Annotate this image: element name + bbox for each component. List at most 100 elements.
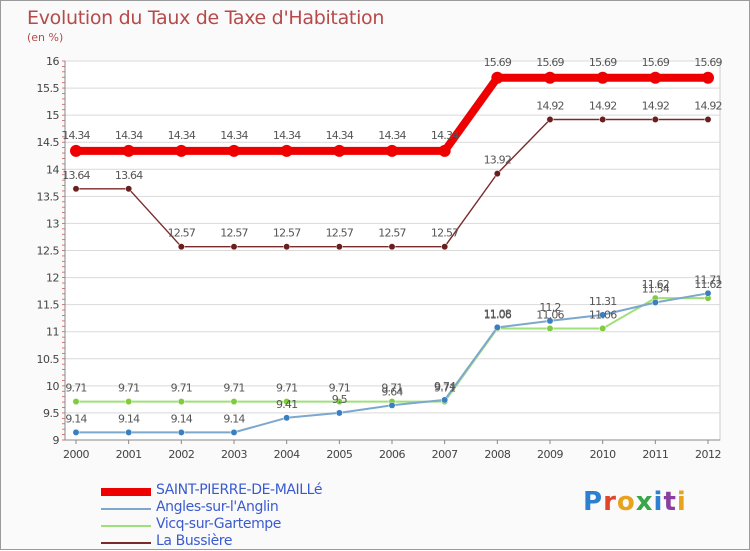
y-tick-label: 15.5 — [37, 82, 60, 95]
data-label: 9.71 — [118, 382, 139, 395]
data-point — [388, 401, 396, 409]
logo-letter: i — [676, 487, 687, 517]
data-label: 9.71 — [329, 382, 350, 395]
legend-swatch — [101, 542, 151, 544]
data-label: 14.34 — [168, 129, 196, 142]
data-point — [72, 428, 80, 436]
legend-label: Angles-sur-l'Anglin — [156, 499, 279, 515]
line-chart: 9 9.5 10 10.5 11 11.5 12 12.5 13 13.5 14 14.5 15 15.5… — [37, 55, 724, 461]
logo-letter: P — [583, 487, 604, 517]
data-label: 11.62 — [694, 278, 722, 291]
y-tick-label: 9.5 — [43, 407, 59, 420]
data-point — [125, 398, 133, 406]
data-label: 14.34 — [378, 129, 406, 142]
data-label: 13.92 — [484, 154, 512, 167]
data-point — [599, 116, 607, 123]
chart-title: Evolution du Taux de Taxe d'Habitation — [27, 7, 385, 29]
data-point — [125, 428, 133, 436]
data-label: 9.14 — [118, 412, 140, 425]
data-point — [704, 289, 712, 297]
data-point — [280, 144, 293, 157]
data-point — [386, 144, 398, 157]
logo-letter: r — [603, 487, 617, 517]
x-tick-label: 2003 — [221, 448, 247, 461]
data-label: 9.71 — [65, 382, 86, 395]
data-point — [70, 144, 82, 157]
data-point — [283, 398, 291, 406]
y-tick-label: 13 — [46, 217, 59, 230]
legend-label: La Bussière — [156, 533, 233, 549]
data-label: 11.08 — [484, 307, 512, 320]
logo-letter: t — [663, 487, 677, 517]
x-tick-label: 2012 — [695, 448, 721, 461]
logo-letter: o — [616, 487, 636, 517]
x-tick-label: 2004 — [274, 448, 300, 461]
data-point — [72, 185, 80, 193]
data-point — [438, 144, 451, 157]
logo-letter: i — [653, 487, 664, 517]
y-tick-label: 13.5 — [37, 190, 60, 203]
data-point — [546, 116, 554, 123]
data-point — [702, 71, 714, 84]
data-label: 14.34 — [115, 129, 143, 142]
y-tick-label: 9 — [53, 434, 60, 447]
y-tick-label: 12 — [46, 272, 59, 285]
y-tick-label: 14 — [46, 163, 59, 176]
data-label: 9.71 — [223, 382, 244, 395]
data-label: 12.57 — [220, 227, 248, 240]
data-label: 9.71 — [381, 382, 402, 395]
data-point — [177, 428, 185, 436]
legend-label: Vicq-sur-Gartempe — [156, 516, 282, 532]
data-label: 15.69 — [694, 56, 722, 69]
data-point — [441, 396, 449, 404]
data-label: 14.34 — [62, 129, 90, 142]
y-tick-label: 16 — [46, 55, 59, 68]
x-tick-label: 2011 — [642, 448, 668, 461]
data-label: 9.5 — [332, 393, 348, 406]
y-tick-label: 10.5 — [37, 353, 60, 366]
data-point — [596, 71, 609, 84]
data-label: 11.31 — [589, 295, 617, 308]
x-tick-label: 2005 — [326, 448, 352, 461]
x-tick-label: 2000 — [63, 448, 89, 461]
y-tick-label: 12.5 — [37, 245, 60, 258]
y-tick-label: 14.5 — [37, 136, 60, 149]
data-point — [335, 243, 343, 251]
data-point — [599, 311, 607, 319]
data-label: 14.34 — [326, 129, 354, 142]
data-point — [177, 243, 185, 251]
data-point — [72, 398, 80, 406]
data-point — [651, 116, 659, 123]
data-label: 11.06 — [536, 308, 564, 321]
data-label: 15.69 — [589, 56, 617, 69]
data-label: 14.92 — [589, 99, 617, 112]
data-point — [228, 144, 240, 157]
x-tick-label: 2001 — [116, 448, 142, 461]
data-point — [122, 144, 135, 157]
y-tick-label: 11.5 — [37, 299, 60, 312]
data-label: 12.57 — [431, 227, 459, 240]
x-tick-label: 2008 — [484, 448, 510, 461]
y-tick-label: 11 — [46, 326, 59, 339]
data-label: 9.71 — [276, 382, 297, 395]
data-point — [230, 243, 238, 251]
data-label: 9.14 — [171, 412, 193, 425]
data-label: 9.71 — [434, 382, 455, 395]
data-label: 12.57 — [326, 227, 354, 240]
data-label: 12.57 — [378, 227, 406, 240]
data-label: 9.41 — [276, 398, 297, 411]
data-point — [125, 185, 133, 193]
data-point — [283, 243, 291, 251]
data-label: 12.57 — [273, 227, 301, 240]
data-point — [441, 243, 449, 251]
data-point — [388, 243, 396, 251]
data-label: 11.71 — [694, 273, 722, 286]
data-label: 9.14 — [65, 412, 87, 425]
data-label: 9.74 — [434, 380, 456, 393]
data-label: 11.62 — [642, 278, 670, 291]
data-point — [175, 144, 188, 157]
data-label: 11.2 — [539, 301, 560, 314]
data-label: 11.06 — [484, 308, 512, 321]
data-label: 14.34 — [220, 129, 248, 142]
